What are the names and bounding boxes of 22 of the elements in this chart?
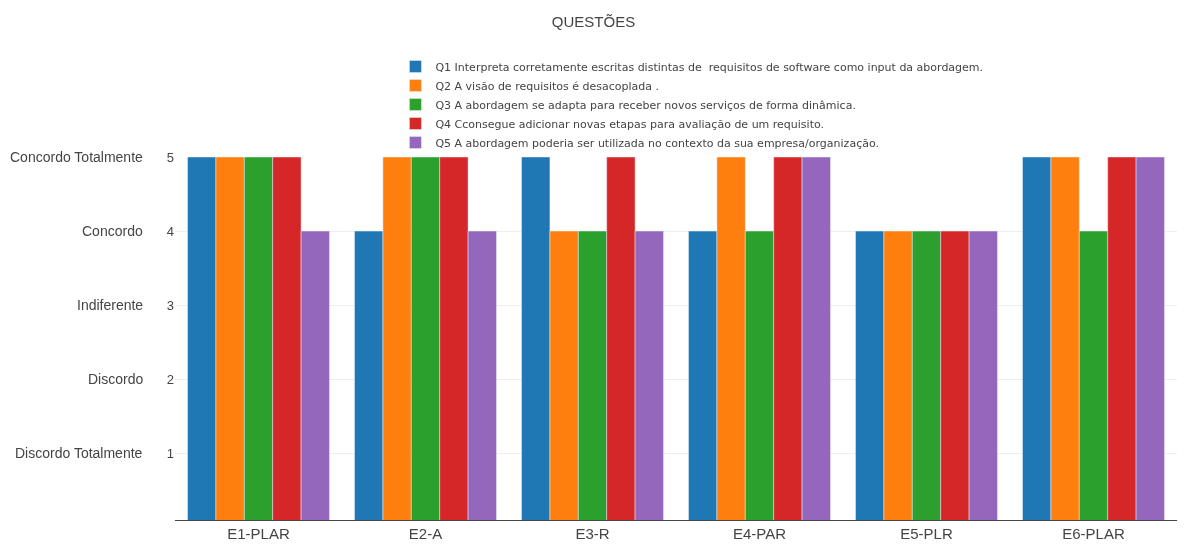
y-tick-label: 5: [166, 149, 174, 165]
x-tick-label: E5-PLR: [900, 525, 953, 542]
text: Discordo Totalmente: [15, 445, 143, 461]
legend-label: Q2 A visão de requisitos é desacoplada .: [435, 79, 659, 93]
text: Indiferente: [77, 297, 144, 313]
x-tick-label: E4-PAR: [732, 525, 787, 542]
chart-title: QUESTÕES: [551, 13, 636, 31]
x-tick-label: E1-PLAR: [227, 525, 290, 542]
legend-label: Q4 Cconsegue adicionar novas etapas para avaliação de um requisito.: [435, 117, 824, 131]
y-tick-label: 2: [166, 371, 174, 387]
x-tick-label: E6-PLAR: [1062, 525, 1125, 542]
text: Concordo: [82, 223, 143, 239]
legend-label: Q5 A abordagem poderia ser utilizada no contexto da sua empresa/organização.: [435, 136, 879, 150]
x-tick-label: E3-R: [575, 525, 610, 542]
y-tick-label: 1: [166, 445, 174, 461]
text: Concordo Totalmente: [10, 149, 144, 165]
legend-label: Q1 Interpreta corretamente escritas distintas de requisitos de software como input da abordagem.: [435, 60, 984, 74]
text: Discordo: [88, 371, 144, 387]
y-tick-label: 3: [166, 297, 174, 313]
y-tick-label: 4: [166, 223, 174, 239]
x-tick-label: E2-A: [408, 525, 443, 542]
legend-label: Q3 A abordagem se adapta para receber novos serviços de forma dinâmica.: [435, 98, 856, 112]
